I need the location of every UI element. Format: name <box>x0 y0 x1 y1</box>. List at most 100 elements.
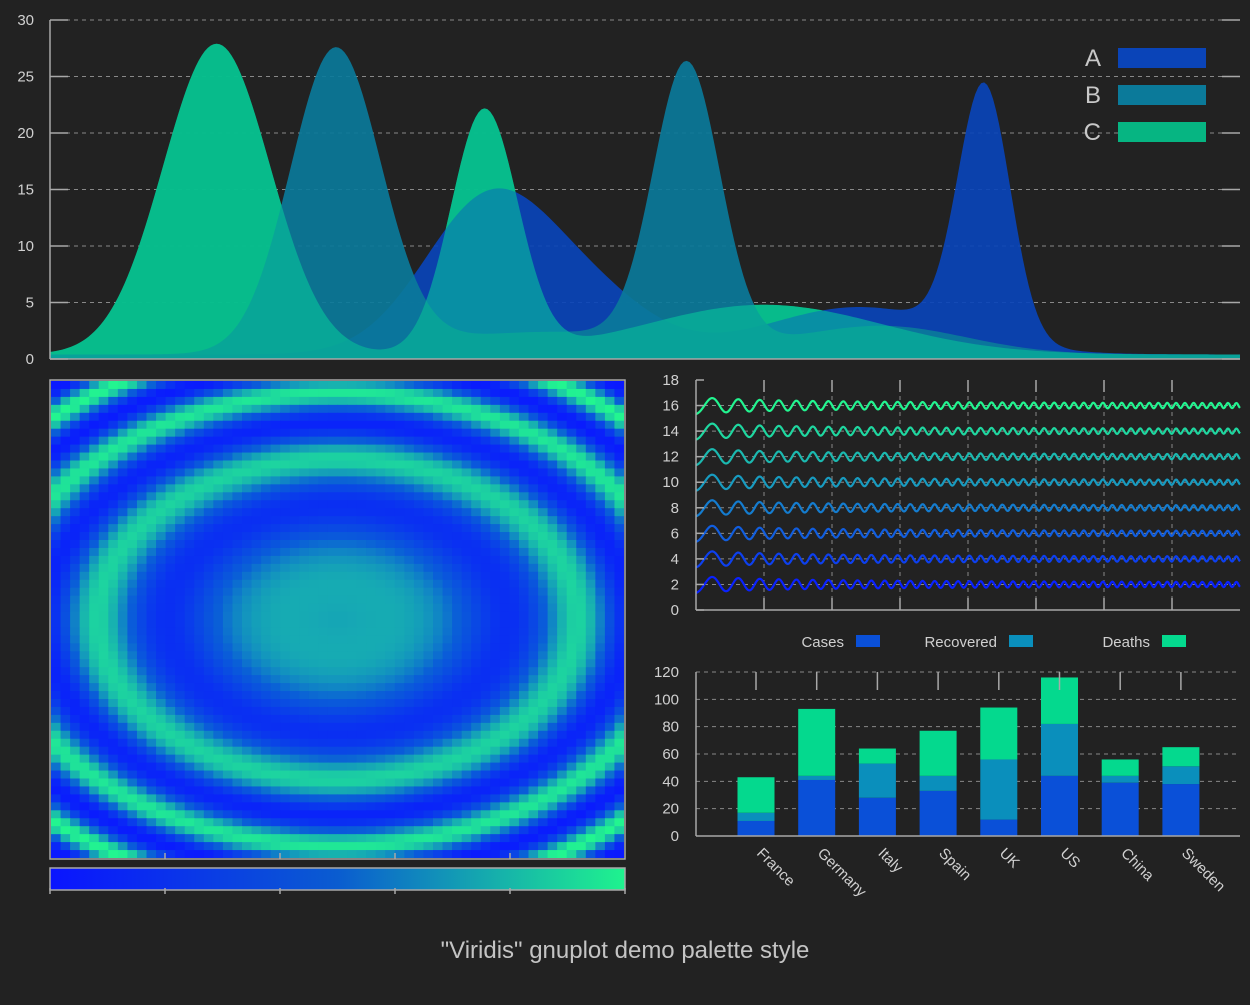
heatmap-cell <box>337 826 348 835</box>
heatmap-cell <box>299 850 310 858</box>
heatmap-cell <box>280 754 291 764</box>
heatmap-cell <box>518 587 530 597</box>
heatmap-cell <box>356 396 367 406</box>
heatmap-cell <box>433 508 444 517</box>
heatmap-cell <box>595 476 606 485</box>
heatmap-cell <box>585 595 596 605</box>
heatmap-cell <box>595 404 606 414</box>
heatmap-cell <box>471 532 482 541</box>
heatmap-cell <box>595 436 606 446</box>
bar-segment-cases <box>858 797 896 836</box>
heatmap-cell <box>261 516 272 525</box>
heatmap-cell <box>557 778 568 788</box>
heatmap-cell <box>538 579 549 589</box>
heatmap-cell <box>261 818 272 827</box>
heatmap-cell <box>213 643 224 652</box>
heatmap-cell <box>509 587 520 597</box>
heatmap-cell <box>366 516 377 525</box>
heatmap-cell <box>165 659 176 668</box>
heatmap-cell <box>299 802 310 811</box>
heatmap-cell <box>366 675 377 684</box>
heatmap-cell <box>347 651 358 660</box>
heatmap-cell <box>518 516 530 525</box>
heatmap-cell <box>318 675 329 684</box>
heatmap-cell <box>604 412 616 422</box>
heatmap-cell <box>89 778 100 788</box>
heatmap-cell <box>480 834 491 843</box>
heatmap-cell <box>518 555 530 565</box>
heatmap-cell <box>452 834 463 843</box>
heatmap-cell <box>413 420 425 430</box>
heatmap-cell <box>251 802 262 811</box>
heatmap-cell <box>232 786 243 795</box>
heatmap-cell <box>433 595 444 605</box>
heatmap-cell <box>165 651 176 660</box>
heatmap-cell <box>509 746 520 756</box>
heatmap-cell <box>385 850 396 858</box>
heatmap-cell <box>595 381 606 390</box>
heatmap-cell <box>576 802 587 811</box>
heatmap-cell <box>127 786 138 795</box>
heatmap-cell <box>251 611 262 621</box>
heatmap-cell <box>528 547 539 557</box>
bar-segment-cases <box>919 790 957 836</box>
heatmap-cell <box>509 563 520 573</box>
heatmap-cell <box>289 587 300 597</box>
heatmap-cell <box>156 563 167 573</box>
heatmap-cell <box>595 420 606 430</box>
heatmap-cell <box>375 396 386 406</box>
heatmap-cell <box>165 699 176 708</box>
heatmap-cell <box>261 635 272 644</box>
heatmap-cell <box>576 667 587 676</box>
heatmap-cell <box>461 452 472 462</box>
heatmap-cell <box>471 388 482 398</box>
heatmap-cell <box>70 563 81 573</box>
heatmap-cell <box>356 850 367 858</box>
heatmap-cell <box>60 452 71 462</box>
heatmap-cell <box>442 420 453 430</box>
heatmap-cell <box>327 571 339 581</box>
heatmap-cell <box>490 381 501 390</box>
heatmap-cell <box>499 651 510 660</box>
heatmap-cell <box>404 826 415 835</box>
heatmap-cell <box>136 420 148 430</box>
heatmap-cell <box>242 540 253 549</box>
heatmap-cell <box>538 691 549 700</box>
heatmap-cell <box>98 746 109 756</box>
heatmap-cell <box>404 619 415 629</box>
heatmap-cell <box>557 659 568 668</box>
heatmap-cell <box>576 730 587 740</box>
heatmap-cell <box>51 842 62 851</box>
heatmap-cell <box>194 508 205 517</box>
heatmap-cell <box>528 818 539 827</box>
heatmap-cell <box>232 730 243 740</box>
heatmap-cell <box>433 691 444 700</box>
heatmap-cell <box>366 436 377 446</box>
heatmap-cell <box>509 738 520 748</box>
heatmap-cell <box>270 428 281 438</box>
heatmap-cell <box>461 420 472 430</box>
heatmap-cell <box>203 754 214 764</box>
heatmap-cell <box>385 722 396 732</box>
heatmap-cell <box>308 802 319 811</box>
heatmap-cell <box>347 691 358 700</box>
heatmap-cell <box>337 627 348 636</box>
heatmap-cell <box>136 532 148 541</box>
heatmap-cell <box>184 476 195 485</box>
heatmap-cell <box>175 691 186 700</box>
heatmap-cell <box>499 460 510 470</box>
heatmap-cell <box>242 818 253 827</box>
heatmap-cell <box>442 651 453 660</box>
heatmap-cell <box>136 651 148 660</box>
bar-segment-deaths <box>980 707 1018 760</box>
heatmap-cell <box>289 388 300 398</box>
heatmap-cell <box>222 683 234 692</box>
heatmap-cell <box>280 404 291 414</box>
heatmap-cell <box>471 706 482 716</box>
heatmap-cell <box>117 659 128 668</box>
heatmap-cell <box>366 603 377 613</box>
heatmap-cell <box>385 619 396 629</box>
heatmap-cell <box>509 595 520 605</box>
heatmap-cell <box>347 492 358 501</box>
heatmap-cell <box>194 643 205 652</box>
